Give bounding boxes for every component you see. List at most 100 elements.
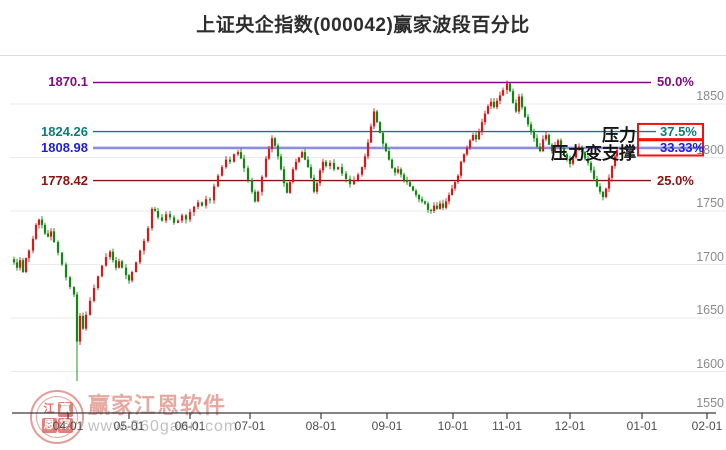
- candle-body: [264, 158, 268, 177]
- candle-body: [21, 260, 25, 272]
- candle-body: [535, 138, 539, 147]
- candle-body: [315, 183, 319, 192]
- candle-body: [544, 135, 548, 140]
- candle-body: [393, 168, 397, 173]
- candle-body: [529, 124, 533, 132]
- candle-body: [495, 100, 499, 108]
- candle-body: [340, 167, 344, 174]
- candle-body: [332, 162, 336, 170]
- candle-body: [104, 257, 108, 266]
- candle-body: [256, 191, 260, 202]
- candle-body: [547, 135, 551, 145]
- candle-body: [399, 169, 403, 175]
- candle-body: [538, 146, 542, 152]
- candle-body: [236, 152, 240, 155]
- candle-body: [224, 159, 228, 168]
- candle-body: [408, 182, 412, 187]
- candle-body: [405, 179, 409, 183]
- candle-body: [344, 173, 348, 179]
- candle-body: [130, 271, 134, 281]
- candle-body: [24, 258, 28, 272]
- candle-body: [164, 214, 168, 221]
- candle-body: [492, 101, 496, 108]
- candle-body: [146, 228, 150, 241]
- candle-body: [336, 167, 340, 170]
- candle-body: [196, 202, 200, 207]
- candle-body: [583, 152, 587, 159]
- candle-body: [270, 138, 274, 149]
- candle-body: [568, 158, 572, 164]
- title-divider: [0, 55, 726, 56]
- candle-body: [312, 177, 316, 192]
- candle-body: [291, 169, 295, 183]
- candle-body: [176, 220, 180, 223]
- candle-body: [477, 131, 481, 140]
- candle-body: [520, 96, 524, 108]
- candle-body: [574, 150, 578, 158]
- stamp-char-jiang: 江: [43, 402, 55, 415]
- candle-body: [114, 260, 118, 268]
- candle-body: [78, 315, 82, 342]
- candle-body: [589, 162, 593, 171]
- candle-body: [607, 177, 611, 189]
- candle-body: [559, 140, 563, 148]
- candle-body: [142, 240, 146, 251]
- candle-body: [321, 161, 325, 171]
- candle-body: [387, 151, 391, 160]
- candle-body: [111, 251, 115, 261]
- candle-body: [613, 156, 617, 167]
- candle-body: [46, 233, 50, 237]
- candle-body: [489, 101, 493, 107]
- candle-body: [508, 83, 512, 92]
- candle-body: [212, 186, 216, 201]
- candle-body: [420, 199, 424, 202]
- candle-body: [352, 179, 356, 185]
- candle-body: [480, 122, 484, 132]
- candle-body: [239, 152, 243, 159]
- candle-body: [260, 176, 264, 192]
- level-highlight-box: [637, 122, 704, 141]
- candle-body: [360, 167, 364, 175]
- candle-body: [288, 182, 292, 193]
- candle-body: [168, 214, 172, 218]
- candle-body: [84, 314, 88, 329]
- candle-body: [52, 231, 56, 243]
- candle-body: [456, 175, 460, 183]
- candle-body: [37, 219, 41, 225]
- candle-body: [250, 179, 254, 192]
- candle-body: [72, 286, 76, 295]
- candle-body: [610, 166, 614, 178]
- candle-body: [328, 162, 332, 167]
- candle-body: [505, 83, 509, 91]
- candle-body: [285, 183, 289, 193]
- candle-body: [294, 161, 298, 170]
- candle-body: [15, 262, 19, 268]
- candle-body: [511, 91, 515, 103]
- candle-body: [279, 156, 283, 170]
- candle-body: [444, 201, 448, 208]
- candle-body: [417, 194, 421, 200]
- candle-body: [471, 135, 475, 141]
- candle-body: [429, 209, 433, 211]
- candle-body: [441, 203, 445, 208]
- candle-body: [43, 224, 47, 234]
- candle-body: [267, 148, 271, 159]
- candle-body: [150, 208, 154, 229]
- candle-body: [138, 250, 142, 263]
- candle-body: [100, 265, 104, 277]
- candle-body: [363, 156, 367, 168]
- candle-body: [356, 174, 360, 180]
- candle-body: [541, 139, 545, 152]
- candle-body: [532, 131, 536, 139]
- candle-body: [96, 276, 100, 289]
- candle-body: [60, 252, 64, 265]
- candle-body: [414, 190, 418, 195]
- candle-body: [474, 135, 478, 140]
- candle-body: [402, 174, 406, 180]
- candle-body: [242, 158, 246, 169]
- candle-body: [220, 167, 224, 176]
- candle-body: [498, 95, 502, 101]
- candle-body: [160, 217, 164, 221]
- candle-body: [300, 152, 304, 158]
